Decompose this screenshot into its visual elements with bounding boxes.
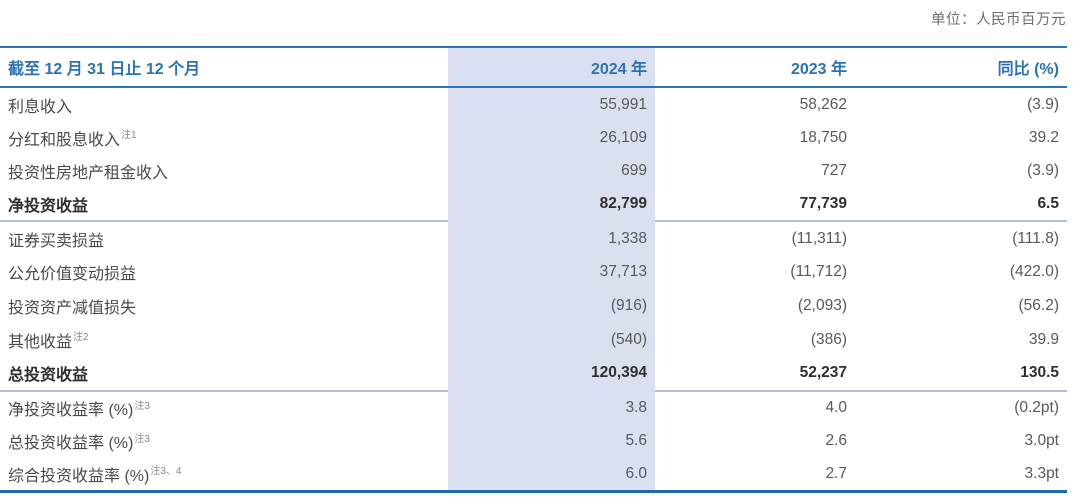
table-section-gains-losses: 证券买卖损益 1,338 (11,311) (111.8) 公允价值变动损益 37,713… <box>0 222 1067 392</box>
row-label: 综合投资收益率 (%)注3、4 <box>0 462 448 486</box>
row-label-text: 投资性房地产租金收入 <box>8 164 169 182</box>
value-2023: 52,237 <box>799 364 847 382</box>
row-label-text: 投资资产减值损失 <box>8 299 137 317</box>
row-label: 净投资收益 <box>0 192 448 216</box>
value-2023: 18,750 <box>799 128 847 146</box>
value-2024: 37,713 <box>599 263 647 281</box>
value-2023: (2,093) <box>797 296 847 314</box>
row-label-text: 其他收益 <box>8 333 73 351</box>
header-2024: 2024 年 <box>590 61 647 78</box>
value-2023: (11,712) <box>790 263 847 281</box>
footnote-marker: 注3 <box>134 433 150 445</box>
row-label-text: 证券买卖损益 <box>8 232 105 250</box>
table-header-row: 截至 12 月 31 日止 12 个月 2024 年 2023 年 同比 (%) <box>0 46 1067 88</box>
value-2024: 3.8 <box>625 399 647 417</box>
footnote-marker: 注2 <box>73 332 89 344</box>
value-2024: 1,338 <box>608 229 647 247</box>
row-label: 利息收入 <box>0 93 448 117</box>
header-period: 截至 12 月 31 日止 12 个月 <box>8 61 201 78</box>
row-label: 净投资收益率 (%)注3 <box>0 396 448 420</box>
value-yoy: (0.2pt) <box>1014 399 1059 417</box>
value-yoy: 3.0pt <box>1024 432 1059 449</box>
row-label: 总投资收益率 (%)注3 <box>0 429 448 453</box>
table-row: 公允价值变动损益 37,713 (11,712) (422.0) <box>0 256 1067 290</box>
value-yoy: 130.5 <box>1020 364 1059 382</box>
row-label: 证券买卖损益 <box>0 227 448 251</box>
value-2023: 2.6 <box>825 432 847 449</box>
table-row: 证券买卖损益 1,338 (11,311) (111.8) <box>0 222 1067 256</box>
value-2024: 55,991 <box>599 95 647 113</box>
row-label-text: 净投资收益率 (%) <box>8 402 134 420</box>
table-row: 其他收益注2 (540) (386) 39.9 <box>0 323 1067 357</box>
header-2023: 2023 年 <box>790 61 847 78</box>
row-label: 投资资产减值损失 <box>0 294 448 318</box>
footnote-marker: 注1 <box>121 130 137 142</box>
footnote-marker: 注3、4 <box>150 466 182 478</box>
value-2024: (916) <box>610 296 647 314</box>
table-row: 分红和股息收入注1 26,109 18,750 39.2 <box>0 121 1067 154</box>
table-section-yield-rates: 净投资收益率 (%)注3 3.8 4.0 (0.2pt) 总投资收益率 (%)注3 5.6… <box>0 392 1067 490</box>
value-2024: 120,394 <box>590 364 647 382</box>
table-row: 投资资产减值损失 (916) (2,093) (56.2) <box>0 289 1067 323</box>
row-label: 公允价值变动损益 <box>0 260 448 284</box>
value-2024: 6.0 <box>625 464 647 482</box>
value-yoy: 3.3pt <box>1024 464 1059 482</box>
value-yoy: 39.9 <box>1028 330 1059 348</box>
value-2024: 699 <box>621 161 647 179</box>
table-row: 净投资收益 82,799 77,739 6.5 <box>0 187 1067 220</box>
value-yoy: (422.0) <box>1009 263 1059 281</box>
value-2023: 58,262 <box>799 95 847 113</box>
table-section-investment-income: 利息收入 55,991 58,262 (3.9) 分红和股息收入注1 26,109 18,7… <box>0 88 1067 222</box>
value-2023: 727 <box>821 161 847 179</box>
table-row: 投资性房地产租金收入 699 727 (3.9) <box>0 154 1067 187</box>
value-2023: (11,311) <box>791 229 847 247</box>
table-row: 净投资收益率 (%)注3 3.8 4.0 (0.2pt) <box>0 392 1067 425</box>
row-label-text: 总投资收益率 (%) <box>8 435 134 452</box>
value-2024: (540) <box>610 330 647 348</box>
row-label-text: 综合投资收益率 (%) <box>8 467 150 485</box>
value-yoy: (56.2) <box>1018 296 1060 314</box>
value-yoy: 39.2 <box>1028 128 1059 146</box>
value-2023: 77,739 <box>799 194 847 212</box>
row-label-text: 利息收入 <box>8 98 73 116</box>
value-yoy: (3.9) <box>1027 95 1059 113</box>
row-label-text: 净投资收益 <box>8 197 89 215</box>
table-row: 总投资收益率 (%)注3 5.6 2.6 3.0pt <box>0 425 1067 458</box>
header-yoy: 同比 (%) <box>997 61 1059 78</box>
table-row: 总投资收益 120,394 52,237 130.5 <box>0 356 1067 390</box>
value-2023: 2.7 <box>825 464 847 482</box>
row-label: 投资性房地产租金收入 <box>0 159 448 183</box>
unit-note: 单位：人民币百万元 <box>931 12 1066 28</box>
row-label: 分红和股息收入注1 <box>0 126 448 150</box>
value-2024: 82,799 <box>599 194 647 212</box>
table-row: 利息收入 55,991 58,262 (3.9) <box>0 88 1067 121</box>
footnote-marker: 注3 <box>134 401 150 412</box>
row-label-text: 总投资收益 <box>8 367 89 385</box>
row-label: 其他收益注2 <box>0 328 448 352</box>
value-yoy: 6.5 <box>1037 194 1059 212</box>
row-label-text: 公允价值变动损益 <box>8 266 137 284</box>
row-label-text: 分红和股息收入 <box>8 131 121 149</box>
investment-income-table: 截至 12 月 31 日止 12 个月 2024 年 2023 年 同比 (%)… <box>0 46 1067 493</box>
value-2024: 5.6 <box>625 432 647 449</box>
table-row: 综合投资收益率 (%)注3、4 6.0 2.7 3.3pt <box>0 457 1067 490</box>
value-yoy: (111.8) <box>1012 229 1059 247</box>
value-2023: (386) <box>810 330 847 348</box>
row-label: 总投资收益 <box>0 361 448 385</box>
value-2024: 26,109 <box>599 128 647 146</box>
column-highlight-2024 <box>448 46 655 490</box>
value-yoy: (3.9) <box>1027 161 1059 179</box>
value-2023: 4.0 <box>825 399 847 417</box>
